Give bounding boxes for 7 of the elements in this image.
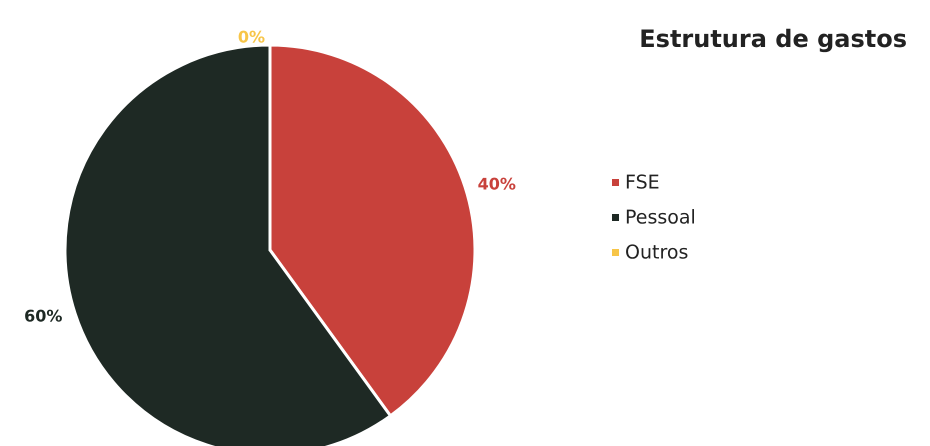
legend-label: FSE — [625, 172, 660, 194]
text: Estrutura de gastos — [639, 25, 908, 53]
data-label: 40% — [478, 174, 516, 194]
text: 0% — [238, 28, 265, 46]
legend-label: Outros — [625, 242, 688, 264]
data-label: 60% — [24, 306, 62, 326]
legend-label: Pessoal — [625, 206, 696, 228]
